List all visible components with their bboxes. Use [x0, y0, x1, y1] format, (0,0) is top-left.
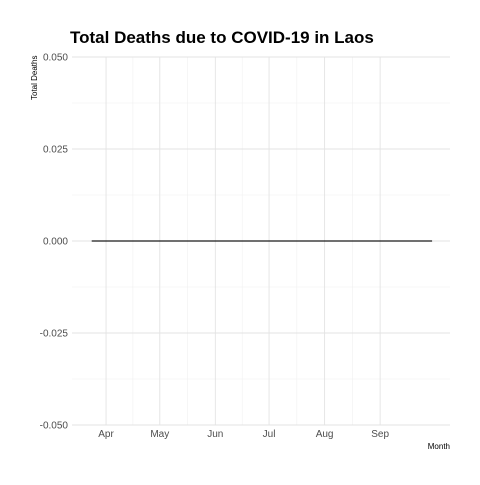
x-tick-label: Sep [371, 429, 389, 440]
y-tick-label: 0.000 [43, 237, 68, 248]
x-axis-ticks: Apr May Jun Jul Aug Sep [98, 429, 389, 440]
x-tick-label: Jul [263, 429, 276, 440]
x-tick-label: May [150, 429, 169, 440]
y-tick-label: -0.050 [40, 421, 69, 432]
x-tick-label: Jun [207, 429, 223, 440]
y-tick-label: 0.050 [43, 53, 68, 64]
y-axis-title: Total Deaths [30, 56, 39, 100]
y-tick-label: 0.025 [43, 145, 68, 156]
chart-title: Total Deaths due to COVID-19 in Laos [70, 28, 374, 47]
y-tick-label: -0.025 [40, 329, 69, 340]
x-tick-label: Apr [98, 429, 114, 440]
x-axis-title: Month [428, 442, 450, 451]
y-axis-ticks: -0.050 -0.025 0.000 0.025 0.050 [40, 53, 69, 432]
x-tick-label: Aug [316, 429, 334, 440]
